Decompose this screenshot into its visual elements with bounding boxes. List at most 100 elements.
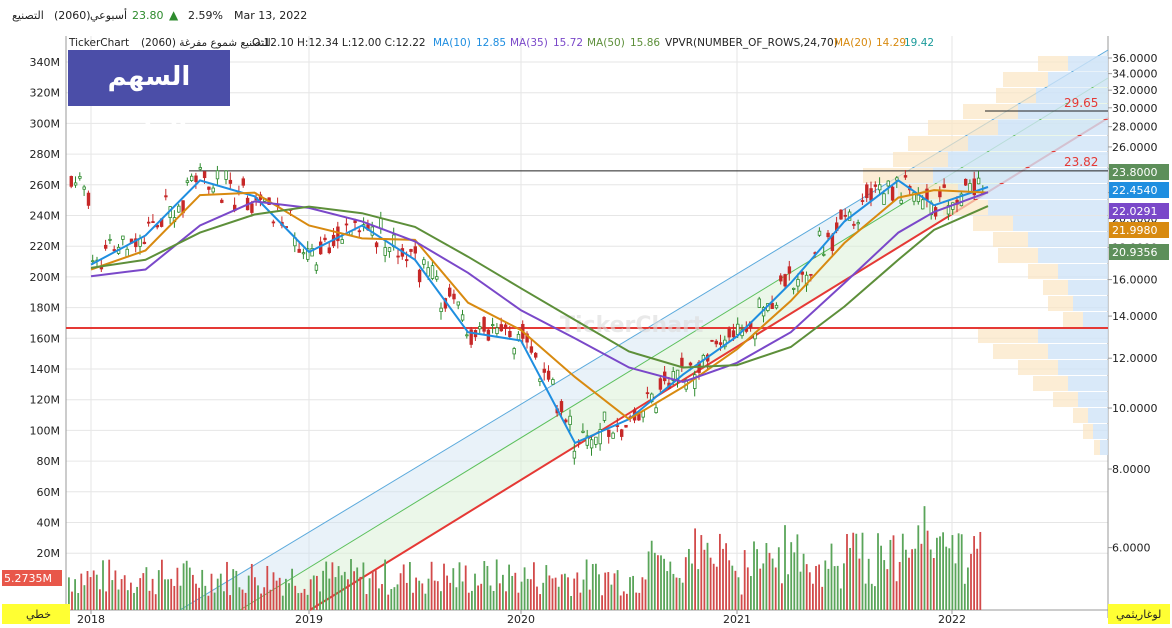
candle-body bbox=[736, 323, 740, 335]
volume-bar bbox=[120, 579, 123, 610]
volume-bar bbox=[870, 583, 873, 610]
candle-body bbox=[650, 393, 654, 403]
ma-line-ma35 bbox=[90, 191, 989, 384]
candle-body bbox=[465, 334, 469, 337]
period-label: أسبوعي bbox=[90, 9, 128, 22]
candle-body bbox=[78, 176, 82, 179]
candle-body bbox=[357, 230, 362, 233]
volume-bar bbox=[223, 591, 225, 610]
vpvr-bar-buy bbox=[998, 120, 1108, 135]
volume-bar bbox=[607, 572, 610, 610]
volume-bar bbox=[498, 583, 501, 610]
symbol-header: التصنيع (2060) أسبوعي 23.80 ▲ 2.59% Mar … bbox=[0, 0, 1172, 32]
volume-bar bbox=[123, 575, 126, 610]
candle-body bbox=[417, 269, 422, 283]
candle-body bbox=[469, 329, 473, 345]
volume-bar bbox=[461, 581, 464, 610]
volume-bar bbox=[139, 578, 142, 610]
volume-bar bbox=[663, 558, 665, 610]
volume-bar bbox=[536, 586, 538, 610]
volume-bar bbox=[781, 583, 783, 610]
volume-bar bbox=[157, 570, 160, 610]
candle-body bbox=[439, 307, 443, 313]
candle-body bbox=[482, 317, 486, 332]
price-chart[interactable]: 29.65 23.82 TickerChart 36.0000 34.0000 32.00… bbox=[0, 32, 1172, 628]
volume-bar bbox=[812, 583, 814, 610]
volume-bar bbox=[957, 533, 960, 610]
volume-bar bbox=[393, 587, 396, 610]
level-label-mid: 23.82 bbox=[1064, 155, 1098, 169]
legend-text: MA(35) bbox=[510, 37, 548, 49]
change-percent: 2.59% bbox=[188, 9, 223, 22]
volume-bar bbox=[852, 532, 855, 610]
volume-bar bbox=[405, 582, 408, 610]
volume-bar bbox=[238, 587, 241, 610]
volume-bar bbox=[644, 579, 647, 610]
candle-body bbox=[615, 425, 620, 427]
price-tick-label: 12.0000 bbox=[1112, 352, 1158, 365]
volume-bar bbox=[402, 564, 405, 610]
volume-bar bbox=[486, 565, 489, 610]
candle-body bbox=[456, 301, 460, 306]
candle-body bbox=[671, 371, 675, 382]
volume-bar bbox=[508, 564, 510, 610]
volume-bar bbox=[226, 561, 228, 610]
candle-body bbox=[426, 267, 430, 277]
vpvr-bar-sell bbox=[1053, 392, 1078, 407]
vpvr-bar-buy bbox=[1048, 344, 1108, 359]
volume-bar bbox=[815, 565, 817, 610]
volume-bar bbox=[551, 578, 554, 610]
candle-body bbox=[959, 193, 964, 207]
volume-bar bbox=[901, 533, 904, 610]
volume-bar bbox=[715, 566, 718, 610]
candle-body bbox=[241, 178, 245, 186]
volume-bar bbox=[740, 594, 743, 610]
volume-bar bbox=[790, 542, 793, 610]
vpvr-bar-sell bbox=[1018, 360, 1058, 375]
volume-bar bbox=[579, 592, 582, 610]
candle-body bbox=[796, 279, 800, 287]
price-tag-label: 23.8000 bbox=[1112, 166, 1158, 179]
volume-bar bbox=[963, 583, 966, 610]
volume-bar bbox=[71, 591, 73, 610]
candle-body bbox=[396, 255, 400, 258]
volume-bar bbox=[179, 585, 182, 610]
legend-text: 15.72 bbox=[553, 37, 583, 49]
volume-bar bbox=[334, 577, 337, 610]
volume-bar bbox=[92, 570, 95, 610]
volume-bar bbox=[340, 575, 343, 610]
volume-bar bbox=[936, 537, 938, 610]
volume-bar bbox=[914, 548, 917, 610]
volume-bar bbox=[378, 588, 380, 610]
volume-bar bbox=[288, 583, 290, 610]
vpvr-bar-buy bbox=[1088, 408, 1108, 423]
volume-bar bbox=[954, 563, 957, 610]
year-tick-label: 2022 bbox=[938, 613, 966, 626]
candle-body bbox=[301, 252, 306, 255]
volume-bar bbox=[672, 573, 675, 610]
volume-bar bbox=[83, 585, 86, 610]
volume-bar bbox=[539, 594, 541, 610]
candle-body bbox=[856, 222, 860, 225]
volume-bar bbox=[601, 595, 603, 610]
price-tag-bg bbox=[1109, 244, 1169, 260]
volume-bar bbox=[697, 569, 700, 610]
candle-body bbox=[211, 187, 215, 193]
volume-bar bbox=[477, 585, 479, 610]
price-tick-label: 34.0000 bbox=[1112, 68, 1158, 81]
volume-bar bbox=[250, 563, 253, 610]
volume-bar bbox=[929, 549, 932, 610]
volume-bar bbox=[604, 572, 607, 610]
price-tag-bg bbox=[1109, 182, 1169, 198]
candle-body bbox=[826, 232, 830, 238]
volume-bar bbox=[126, 590, 129, 610]
year-tick-label: 2019 bbox=[295, 613, 323, 626]
volume-bar bbox=[331, 562, 334, 610]
candle-body bbox=[271, 221, 276, 224]
volume-bar bbox=[728, 560, 731, 610]
candle-body bbox=[194, 175, 198, 182]
volume-bar bbox=[272, 572, 275, 610]
vpvr-bar-sell bbox=[863, 168, 933, 183]
candle-body bbox=[430, 265, 435, 279]
price-tag-bg bbox=[1109, 203, 1169, 219]
